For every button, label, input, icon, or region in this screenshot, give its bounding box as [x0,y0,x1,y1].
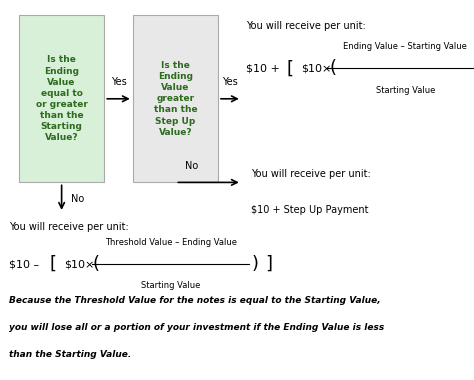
Text: Is the
Ending
Value
greater
than the
Step Up
Value?: Is the Ending Value greater than the Ste… [154,61,197,136]
Text: $10 –: $10 – [9,259,43,269]
Text: You will receive per unit:: You will receive per unit: [246,21,366,31]
Text: ): ) [251,255,258,273]
Text: Ending Value – Starting Value: Ending Value – Starting Value [343,42,467,51]
Text: You will receive per unit:: You will receive per unit: [251,169,371,179]
FancyBboxPatch shape [19,15,104,182]
Text: Is the
Ending
Value
equal to
or greater
than the
Starting
Value?: Is the Ending Value equal to or greater … [36,55,88,142]
Text: Threshold Value – Ending Value: Threshold Value – Ending Value [105,238,237,247]
Text: No: No [71,195,84,204]
Text: Yes: Yes [110,78,127,87]
Text: $10×: $10× [301,63,331,73]
Text: Starting Value: Starting Value [141,281,201,290]
Text: No: No [185,161,198,171]
Text: (: ( [92,255,100,273]
Text: You will receive per unit:: You will receive per unit: [9,222,129,232]
Text: $10 + Step Up Payment: $10 + Step Up Payment [251,205,369,215]
Text: [: [ [287,59,294,78]
Text: than the Starting Value.: than the Starting Value. [9,350,132,359]
Text: [: [ [50,255,57,273]
Text: $10×: $10× [64,259,94,269]
Text: $10 +: $10 + [246,63,284,73]
Text: ]: ] [265,255,273,273]
FancyBboxPatch shape [133,15,218,182]
Text: you will lose all or a portion of your investment if the Ending Value is less: you will lose all or a portion of your i… [9,323,385,332]
Text: Because the Threshold Value for the notes is equal to the Starting Value,: Because the Threshold Value for the note… [9,296,381,306]
Text: (: ( [329,59,337,78]
Text: Starting Value: Starting Value [375,86,435,95]
Text: Yes: Yes [222,78,238,87]
